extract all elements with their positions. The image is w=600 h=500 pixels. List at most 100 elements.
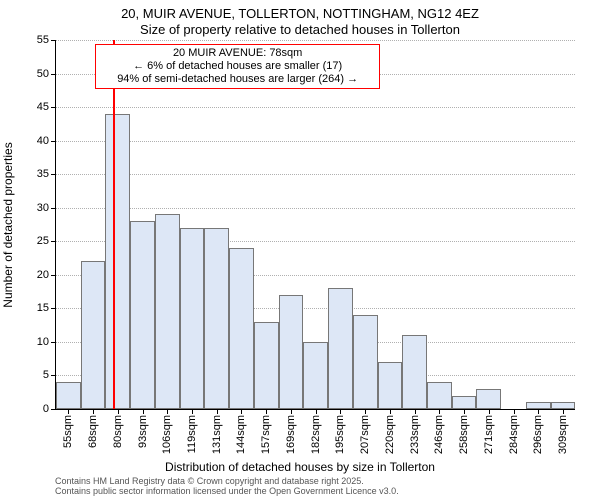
y-tick (51, 40, 56, 41)
x-tick-label: 284sqm (508, 415, 520, 454)
chart-footer: Contains HM Land Registry data © Crown c… (55, 477, 399, 497)
x-tick (192, 409, 193, 414)
histogram-bar (254, 322, 279, 409)
annotation-box: 20 MUIR AVENUE: 78sqm← 6% of detached ho… (95, 44, 380, 90)
y-tick (51, 74, 56, 75)
x-tick-label: 80sqm (112, 415, 124, 448)
x-axis-label: Distribution of detached houses by size … (0, 460, 600, 474)
x-tick-label: 207sqm (359, 415, 371, 454)
histogram-bar (204, 228, 229, 409)
x-tick (390, 409, 391, 414)
x-tick (241, 409, 242, 414)
x-tick-label: 220sqm (384, 415, 396, 454)
y-tick (51, 342, 56, 343)
x-tick (464, 409, 465, 414)
x-tick (365, 409, 366, 414)
x-tick-label: 131sqm (211, 415, 223, 454)
histogram-bar (476, 389, 501, 409)
x-tick (415, 409, 416, 414)
y-tick (51, 241, 56, 242)
x-tick-label: 182sqm (310, 415, 322, 454)
histogram-bar (328, 288, 353, 409)
x-tick-label: 271sqm (483, 415, 495, 454)
y-axis-label: Number of detached properties (1, 142, 15, 307)
y-tick-label: 5 (43, 369, 49, 381)
x-tick (489, 409, 490, 414)
y-tick-label: 40 (37, 135, 49, 147)
histogram-bar (402, 335, 427, 409)
footer-line2: Contains public sector information licen… (55, 487, 399, 497)
x-tick-label: 119sqm (186, 415, 198, 453)
y-tick-label: 55 (37, 34, 49, 46)
histogram-bar (551, 402, 576, 409)
x-tick (143, 409, 144, 414)
x-tick (514, 409, 515, 414)
x-tick-label: 246sqm (433, 415, 445, 454)
x-tick (316, 409, 317, 414)
x-tick (538, 409, 539, 414)
x-tick-label: 157sqm (260, 415, 272, 454)
y-tick (51, 409, 56, 410)
x-tick-label: 144sqm (235, 415, 247, 454)
y-tick-label: 20 (37, 269, 49, 281)
chart-title-line2: Size of property relative to detached ho… (0, 22, 600, 37)
y-tick (51, 275, 56, 276)
y-tick (51, 208, 56, 209)
x-tick (266, 409, 267, 414)
histogram-bar (378, 362, 403, 409)
x-tick (118, 409, 119, 414)
histogram-bar (353, 315, 378, 409)
histogram-bar (180, 228, 205, 409)
annotation-line: ← 6% of detached houses are smaller (17) (100, 60, 375, 73)
y-tick (51, 107, 56, 108)
y-tick-label: 25 (37, 235, 49, 247)
histogram-bar (81, 261, 106, 409)
x-tick-label: 309sqm (557, 415, 569, 454)
annotation-line: 20 MUIR AVENUE: 78sqm (100, 47, 375, 60)
chart-title-line1: 20, MUIR AVENUE, TOLLERTON, NOTTINGHAM, … (0, 6, 600, 21)
x-tick (563, 409, 564, 414)
gridline (56, 107, 575, 108)
x-tick-label: 169sqm (285, 415, 297, 454)
y-tick-label: 0 (43, 403, 49, 415)
histogram-bar (452, 396, 477, 409)
histogram-bar (279, 295, 304, 409)
x-tick-label: 195sqm (334, 415, 346, 454)
gridline (56, 208, 575, 209)
x-tick-label: 233sqm (409, 415, 421, 454)
marker-line (113, 40, 115, 409)
y-tick-label: 35 (37, 168, 49, 180)
x-tick-label: 258sqm (458, 415, 470, 454)
x-tick-label: 68sqm (87, 415, 99, 448)
x-tick-label: 296sqm (532, 415, 544, 454)
histogram-bar (229, 248, 254, 409)
chart-container: 20, MUIR AVENUE, TOLLERTON, NOTTINGHAM, … (0, 0, 600, 500)
y-tick (51, 141, 56, 142)
x-tick (217, 409, 218, 414)
gridline (56, 40, 575, 41)
gridline (56, 141, 575, 142)
y-tick-label: 15 (37, 302, 49, 314)
histogram-bar (105, 114, 130, 409)
plot-area: 051015202530354045505555sqm68sqm80sqm93s… (55, 40, 575, 410)
x-tick (68, 409, 69, 414)
histogram-bar (155, 214, 180, 409)
x-tick (439, 409, 440, 414)
histogram-bar (303, 342, 328, 409)
y-tick-label: 45 (37, 101, 49, 113)
x-tick-label: 55sqm (62, 415, 74, 448)
annotation-line: 94% of semi-detached houses are larger (… (100, 73, 375, 86)
x-tick (340, 409, 341, 414)
y-tick (51, 375, 56, 376)
x-tick-label: 106sqm (161, 415, 173, 454)
histogram-bar (56, 382, 81, 409)
gridline (56, 174, 575, 175)
histogram-bar (526, 402, 551, 409)
histogram-bar (427, 382, 452, 409)
y-tick-label: 10 (37, 336, 49, 348)
x-tick-label: 93sqm (137, 415, 149, 448)
y-tick (51, 308, 56, 309)
x-tick (167, 409, 168, 414)
y-tick-label: 50 (37, 68, 49, 80)
histogram-bar (130, 221, 155, 409)
